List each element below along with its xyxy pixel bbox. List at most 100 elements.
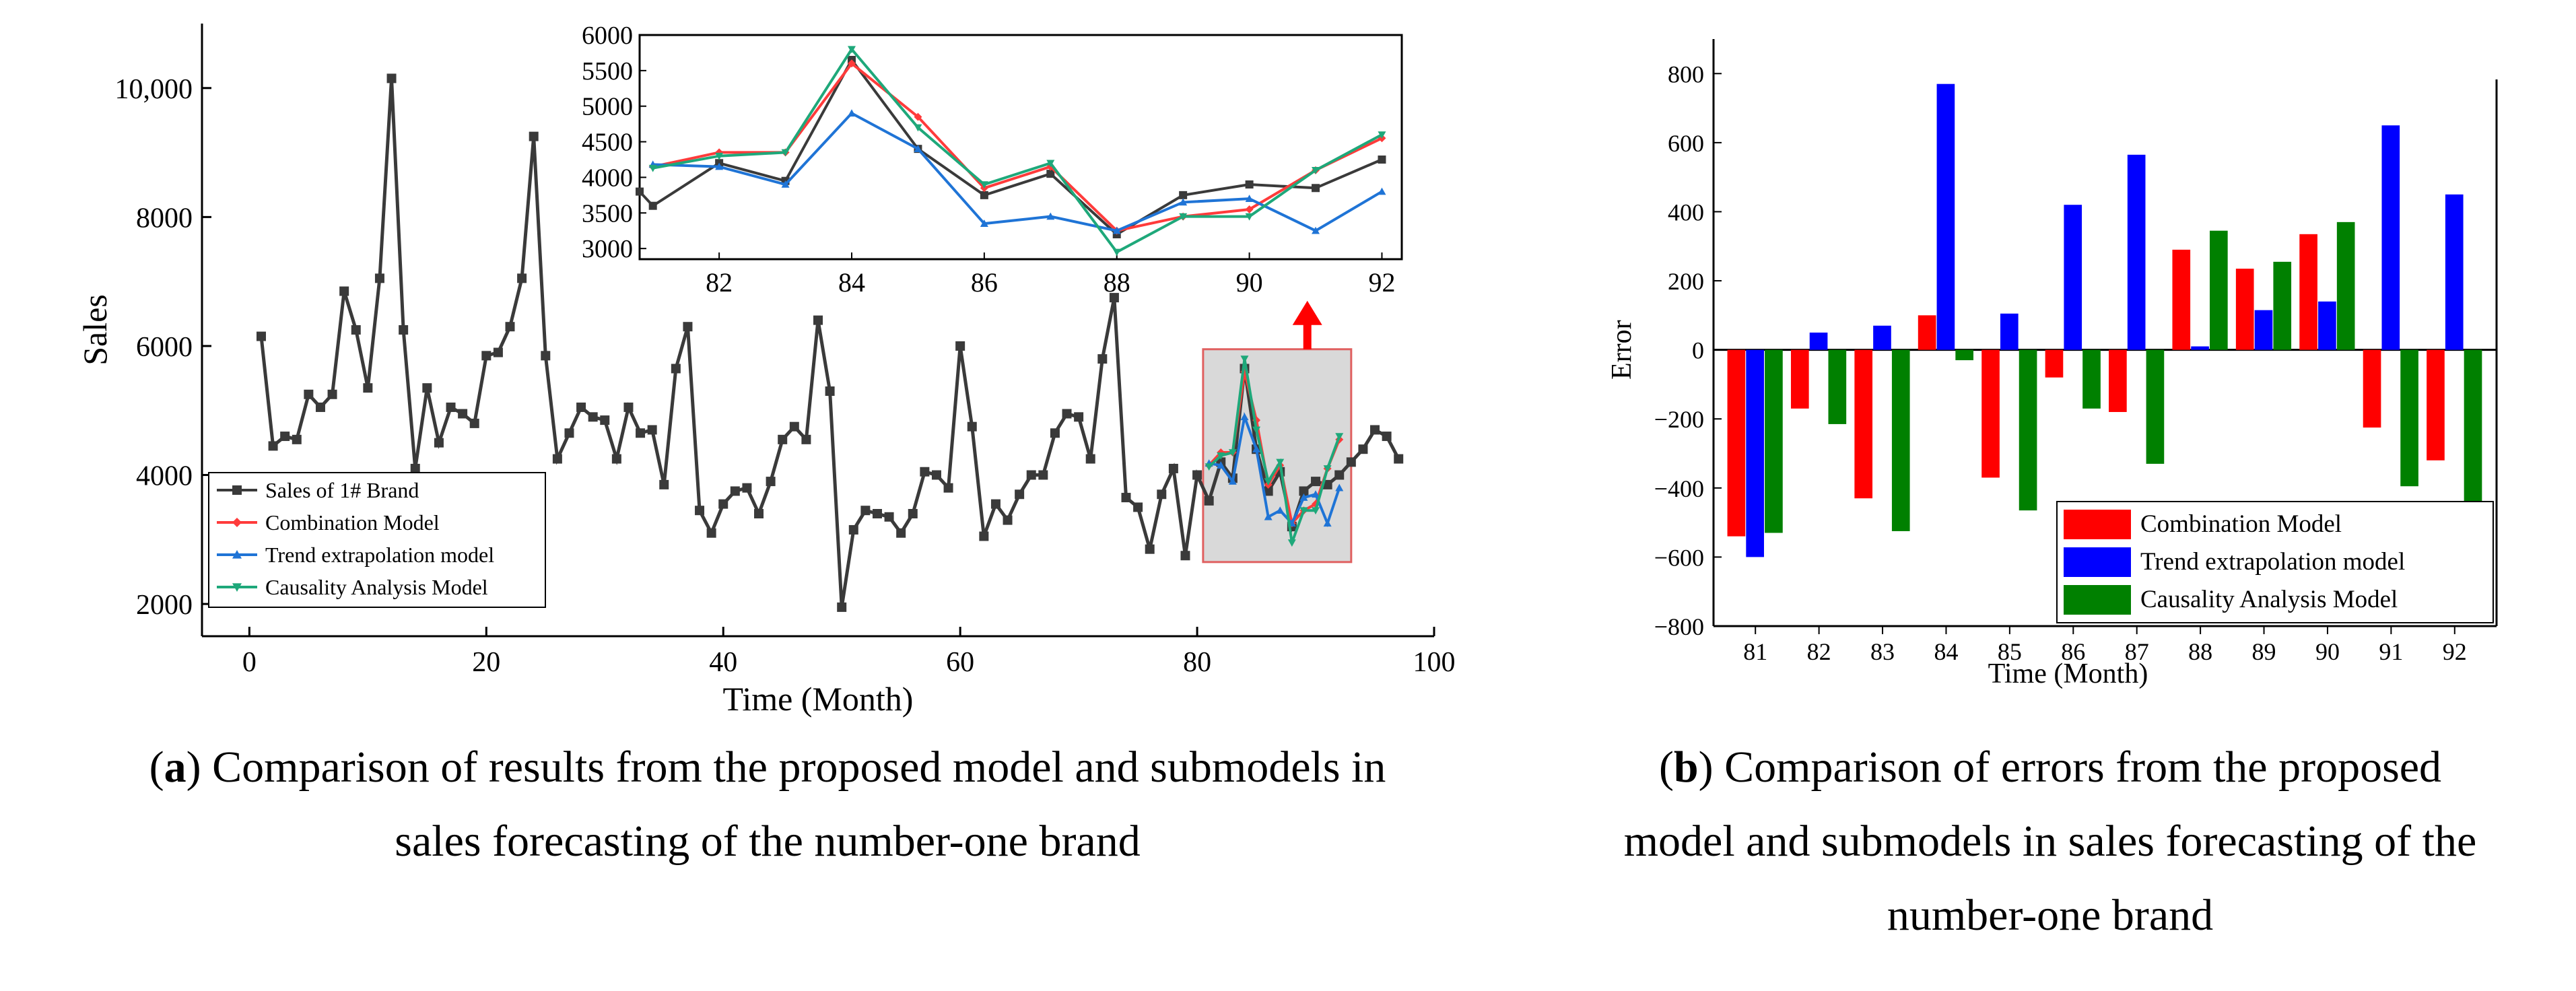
main-point-sales (742, 483, 752, 493)
main-point-trend (1252, 445, 1261, 453)
inset-point-sales (648, 201, 657, 210)
main-point-sales (600, 415, 610, 425)
main-point-sales (955, 341, 965, 351)
inset-point-trend (1312, 226, 1320, 234)
main-point-causality (1323, 465, 1332, 473)
bar-causality (2019, 349, 2037, 511)
bar-causality (1955, 349, 1974, 361)
main-legend-label-combination: Combination Model (265, 510, 440, 535)
main-point-sales (339, 286, 349, 296)
main-point-sales (1382, 432, 1392, 442)
inset-y-tick-label: 4000 (582, 164, 633, 192)
main-point-sales (1074, 412, 1084, 422)
main-point-sales (481, 351, 492, 361)
errors-y-tick-label: −800 (1654, 613, 1704, 640)
main-point-sales (908, 509, 918, 518)
main-point-sales (434, 438, 444, 448)
chart-inset: 3000 3500 4000 4500 5000 5500 6000 82 84 86 88 90 92 (582, 22, 1403, 298)
main-y-tick-label: 10,000 (115, 74, 193, 105)
main-series-line-causality (1208, 358, 1341, 543)
arrow-shaft (1303, 323, 1312, 349)
main-legend-label-trend: Trend extrapolation model (265, 543, 494, 567)
errors-x-tick-label: 87 (2125, 638, 2149, 665)
bar-combination (2045, 349, 2064, 378)
main-point-sales (1038, 470, 1048, 480)
main-point-causality (1264, 478, 1273, 486)
main-point-sales (1109, 293, 1119, 303)
bar-trend (2127, 154, 2146, 350)
main-point-sales (1322, 479, 1332, 489)
main-legend (208, 472, 546, 608)
main-point-sales (647, 425, 657, 435)
main-point-sales (541, 351, 551, 361)
main-legend-marker-combination (232, 518, 242, 527)
inset-point-causality (1046, 160, 1055, 168)
main-point-sales (1050, 428, 1060, 438)
main-point-sales (1062, 409, 1072, 419)
caption-a-line-1: (a) Comparison of results from the propo… (149, 743, 1386, 792)
errors-x-tick-label: 81 (1743, 638, 1767, 665)
errors-x-tick-label: 91 (2379, 638, 2403, 665)
bar-combination (1918, 315, 1936, 350)
main-point-causality (1205, 463, 1213, 471)
errors-y-tick-label: −200 (1654, 406, 1704, 433)
main-point-trend (1335, 483, 1344, 491)
main-y-tick-label: 4000 (136, 461, 193, 492)
inset-x-tick-label: 82 (706, 267, 733, 298)
main-point-sales (896, 528, 906, 538)
bar-trend (1873, 325, 1891, 350)
main-point-sales (990, 499, 1001, 509)
main-y-tick-label: 6000 (136, 332, 193, 363)
inset-point-combination (1245, 205, 1254, 213)
main-point-causality (1299, 507, 1308, 515)
inset-point-sales (1312, 184, 1320, 193)
caption-b: (b) Comparison of errors from the propos… (1528, 730, 2572, 953)
caption-b-line-2: model and submodels in sales forecasting… (1623, 817, 2477, 866)
main-point-sales (1168, 463, 1178, 473)
main-point-sales (789, 421, 799, 432)
errors-legend-label-combination: Combination Model (2140, 510, 2342, 538)
errors-x-tick-label: 82 (1807, 638, 1831, 665)
caption-a-text-1: ) Comparison of results from the propose… (186, 743, 1386, 792)
errors-y-tick-label: 0 (1692, 337, 1704, 364)
main-point-sales (422, 383, 432, 393)
errors-y-tick-label: −400 (1654, 475, 1704, 502)
main-point-sales (706, 528, 716, 538)
errors-y-axis-title: Error (1606, 320, 1637, 380)
main-point-sales (1358, 444, 1368, 454)
inset-y-tick-label: 5000 (582, 93, 633, 121)
bar-causality (2336, 221, 2355, 350)
main-point-sales (505, 322, 515, 332)
main-point-sales (683, 322, 693, 332)
main-point-sales (1145, 544, 1155, 554)
bar-causality (2082, 349, 2101, 409)
main-legend-marker-trend (232, 550, 242, 559)
main-point-sales (1015, 489, 1025, 500)
main-legend-marker-sales (232, 485, 242, 495)
bar-causality (2210, 230, 2228, 350)
main-y-tick-label: 8000 (136, 203, 193, 234)
bar-causality (2464, 349, 2482, 502)
errors-legend-swatch-combination (2064, 510, 2131, 539)
main-point-causality (1240, 355, 1249, 364)
main-point-sales (292, 434, 302, 444)
main-point-trend (1264, 512, 1273, 520)
bar-trend (1809, 333, 1828, 350)
main-point-sales (860, 506, 871, 516)
main-point-sales (671, 364, 681, 374)
main-point-sales (778, 434, 788, 444)
inset-point-sales (980, 191, 988, 199)
errors-y-tick-label: 800 (1668, 61, 1704, 88)
errors-legend-swatch-trend (2064, 547, 2131, 577)
caption-b-line-1: (b) Comparison of errors from the propos… (1658, 743, 2442, 792)
errors-x-tick-label: 85 (1998, 638, 2022, 665)
main-point-sales (446, 402, 456, 412)
bar-causality (1828, 349, 1847, 424)
chart-errors: −800 −600 −400 −200 0 200 400 600 800 81 82 83 84 85 8… (1606, 39, 2498, 689)
inset-point-causality (1179, 213, 1188, 221)
bar-trend (1936, 83, 1955, 350)
caption-b-line-3: number-one brand (1887, 891, 2214, 940)
inset-x-tick-label: 92 (1368, 267, 1395, 298)
main-point-sales (493, 347, 503, 357)
main-point-sales (920, 467, 930, 477)
